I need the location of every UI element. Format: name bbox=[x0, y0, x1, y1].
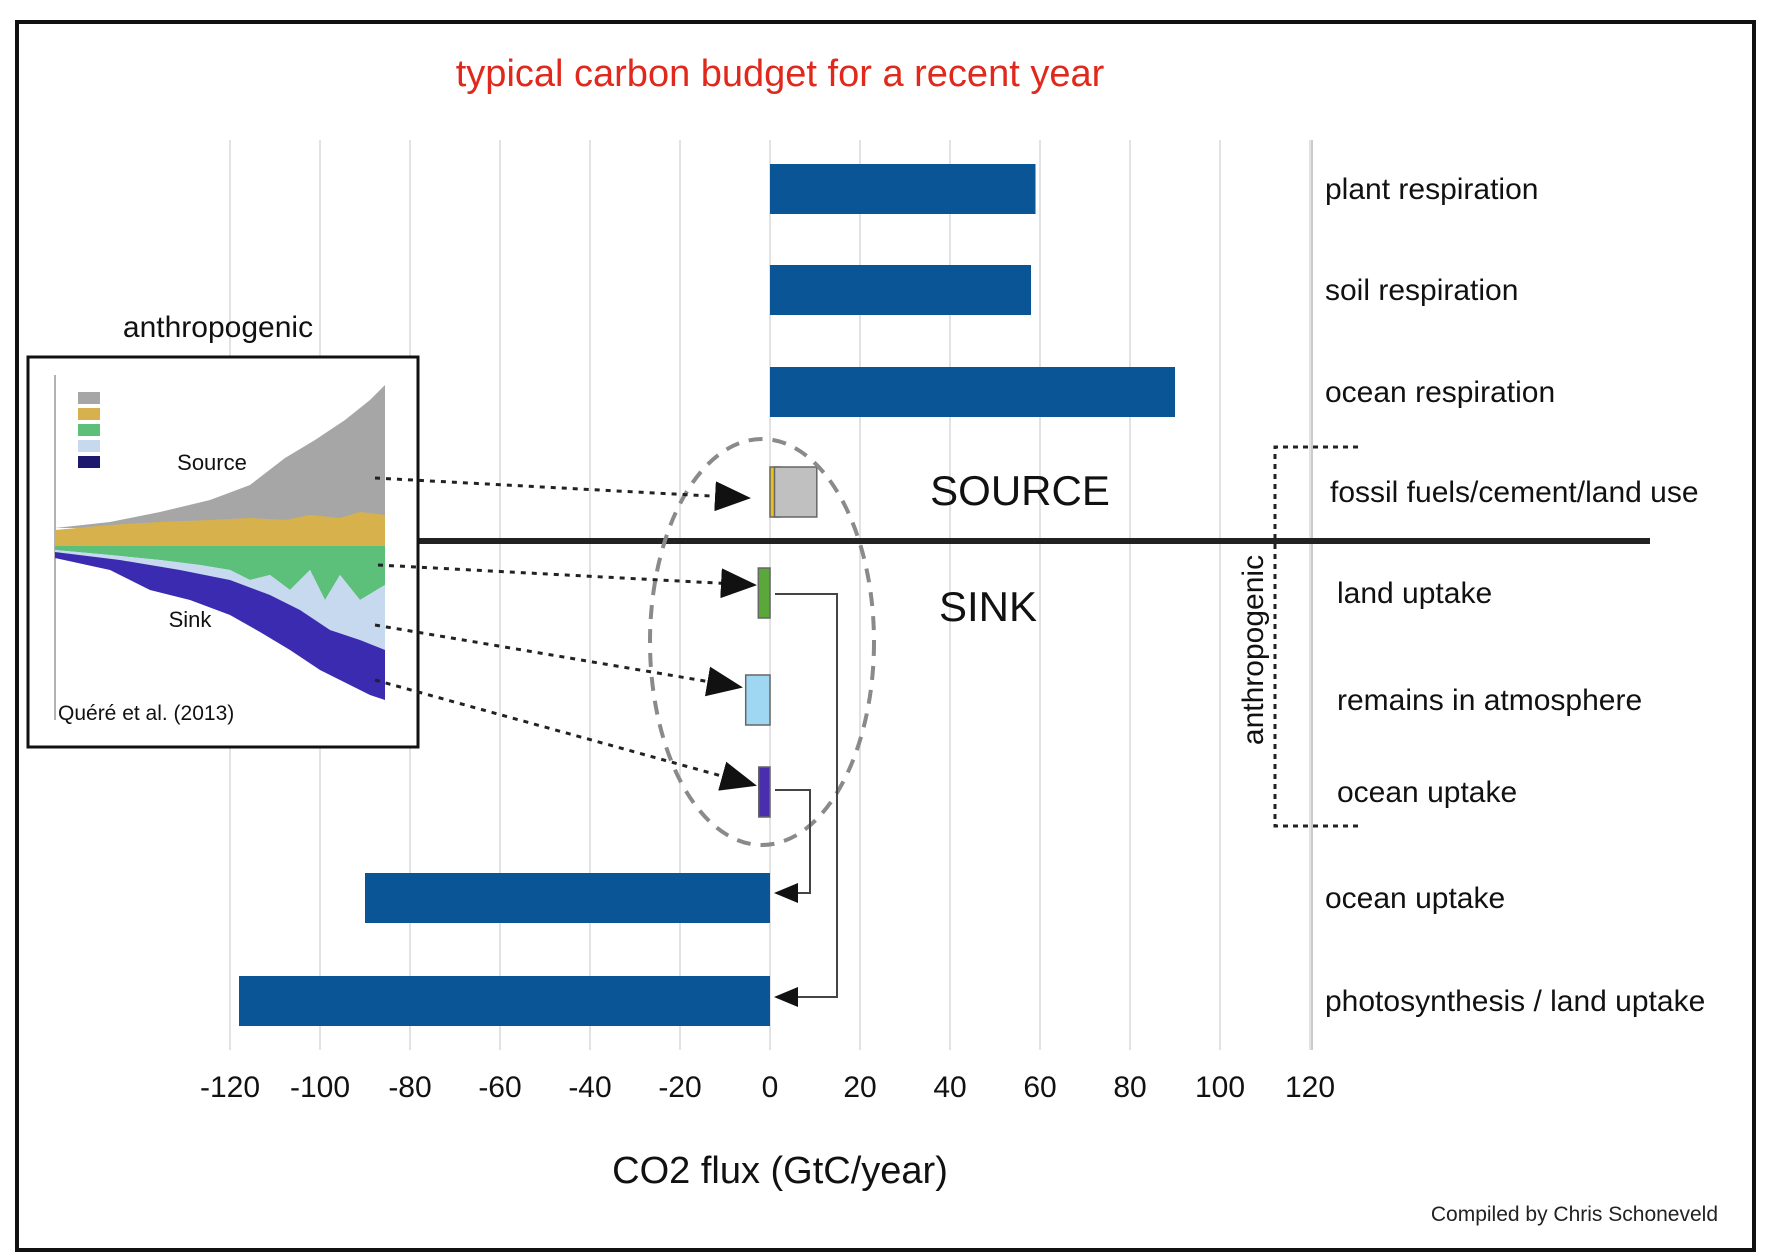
category-label: remains in atmosphere bbox=[1337, 684, 1642, 717]
inset-sink-label: Sink bbox=[169, 607, 213, 632]
flux-bar bbox=[770, 164, 1036, 214]
flux-bar bbox=[770, 265, 1031, 315]
inset-legend-atmosphere bbox=[78, 440, 100, 452]
x-tick-label: 0 bbox=[762, 1071, 779, 1104]
anthropogenic-ellipse bbox=[648, 437, 876, 847]
category-label: photosynthesis / land uptake bbox=[1325, 985, 1705, 1018]
arrow-land-to-photosynthesis bbox=[774, 593, 838, 1007]
bars bbox=[239, 164, 1175, 1026]
arrow-ocean-to-ocean-uptake bbox=[774, 789, 811, 903]
x-tick-label: 20 bbox=[843, 1071, 876, 1104]
category-label: land uptake bbox=[1337, 577, 1492, 610]
x-tick-label: 80 bbox=[1113, 1071, 1146, 1104]
x-tick-label: -120 bbox=[200, 1071, 260, 1104]
arrow-inset-to-source bbox=[374, 476, 751, 512]
category-label: soil respiration bbox=[1325, 274, 1518, 307]
source-label: SOURCE bbox=[930, 467, 1110, 514]
x-tick-label: -100 bbox=[290, 1071, 350, 1104]
sink-label: SINK bbox=[939, 583, 1037, 630]
x-tick-label: 100 bbox=[1195, 1071, 1245, 1104]
arrow-inset-to-land bbox=[377, 563, 757, 599]
x-tick-label: -60 bbox=[478, 1071, 521, 1104]
inset-heading: anthropogenic bbox=[123, 311, 313, 344]
category-label: ocean uptake bbox=[1337, 776, 1517, 809]
inset-legend-landuse bbox=[78, 408, 100, 420]
x-tick-label: 60 bbox=[1023, 1071, 1056, 1104]
inset-citation: Quéré et al. (2013) bbox=[58, 702, 234, 725]
inset-fossil-area bbox=[55, 385, 385, 528]
inset-landuse-area bbox=[55, 512, 385, 546]
inset-figure: Source Sink Quéré et al. (2013) bbox=[26, 355, 420, 749]
x-tick-label: -40 bbox=[568, 1071, 611, 1104]
x-tick-label: -20 bbox=[658, 1071, 701, 1104]
inset-legend-fossil bbox=[78, 392, 100, 404]
x-axis-ticks: -120 -100 -80 -60 -40 -20 0 20 40 60 80 100 120 bbox=[200, 1071, 1335, 1104]
inset-atmosphere-area bbox=[55, 550, 385, 650]
credit-text: Compiled by Chris Schoneveld bbox=[1431, 1203, 1718, 1226]
inset-legend-land bbox=[78, 424, 100, 436]
x-tick-label: 120 bbox=[1285, 1071, 1335, 1104]
x-tick-label: -80 bbox=[388, 1071, 431, 1104]
anthropogenic-bar-segment bbox=[758, 766, 771, 818]
category-label: plant respiration bbox=[1325, 173, 1538, 206]
flux-bar bbox=[770, 367, 1175, 417]
x-tick-label: 40 bbox=[933, 1071, 966, 1104]
category-label: ocean uptake bbox=[1325, 882, 1505, 915]
category-label: ocean respiration bbox=[1325, 376, 1555, 409]
anthropogenic-bar-segment bbox=[757, 567, 771, 619]
arrow-inset-to-atmosphere bbox=[374, 623, 743, 697]
inset-legend-ocean bbox=[78, 456, 100, 468]
anthropogenic-side-label: anthropogenic bbox=[1237, 555, 1270, 745]
flux-bar bbox=[239, 976, 770, 1026]
inset-source-label: Source bbox=[177, 450, 247, 475]
anthropogenic-bar-segment bbox=[744, 674, 771, 726]
figure-frame bbox=[15, 20, 1756, 1252]
category-labels: plant respiration soil respiration ocean r… bbox=[1325, 173, 1705, 1018]
inset-ocean-area bbox=[55, 552, 385, 700]
anthropogenic-bar-segment bbox=[773, 466, 818, 518]
arrow-inset-to-ocean bbox=[374, 678, 757, 791]
category-label: fossil fuels/cement/land use bbox=[1330, 476, 1699, 509]
anthropogenic-bracket bbox=[1273, 445, 1360, 828]
chart-title: typical carbon budget for a recent year bbox=[456, 53, 1105, 95]
inset-land-area bbox=[55, 546, 385, 600]
flux-bar bbox=[365, 873, 770, 923]
x-axis-title: CO2 flux (GtC/year) bbox=[612, 1150, 948, 1192]
